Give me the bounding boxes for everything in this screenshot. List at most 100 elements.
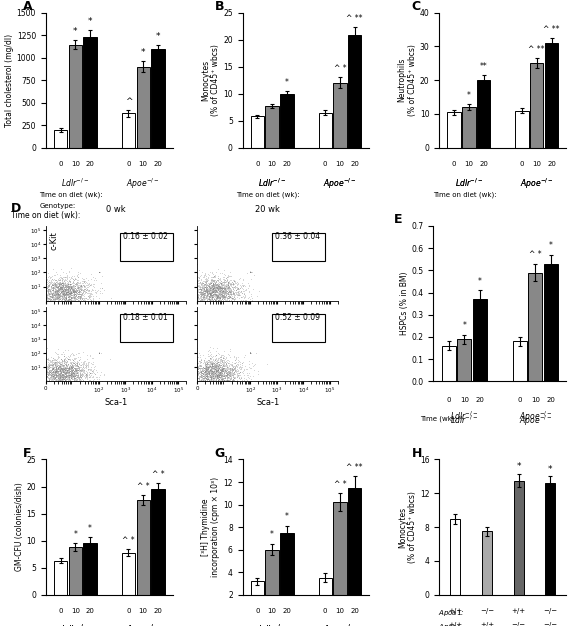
Point: [55, 295, 64, 305]
Point: [64, 368, 73, 378]
Point: [73, 361, 82, 371]
Bar: [544, 264, 558, 381]
Point: [53, 287, 62, 297]
Point: [62, 280, 72, 290]
Point: [70, 275, 79, 285]
Point: [209, 295, 219, 305]
Point: [67, 366, 77, 376]
Point: [60, 360, 69, 370]
Point: [204, 371, 213, 381]
Point: [197, 287, 206, 297]
Point: [208, 371, 217, 381]
Point: [193, 364, 202, 374]
Point: [57, 362, 66, 372]
Point: [64, 370, 73, 380]
Point: [206, 288, 215, 298]
Point: [94, 267, 104, 277]
Point: [208, 287, 217, 297]
Point: [86, 295, 95, 305]
Point: [210, 370, 220, 380]
Point: [220, 366, 229, 376]
Point: [207, 363, 216, 373]
Text: $Ldlr^{-/-}$: $Ldlr^{-/-}$: [450, 409, 479, 422]
Point: [223, 280, 232, 290]
Point: [212, 366, 221, 376]
Point: [62, 365, 72, 375]
Point: [217, 357, 227, 367]
Point: [65, 282, 74, 292]
Point: [232, 354, 241, 364]
Point: [94, 267, 104, 277]
Point: [246, 348, 255, 358]
Point: [57, 278, 66, 288]
Point: [47, 370, 56, 380]
Point: [193, 369, 202, 379]
Point: [200, 286, 209, 296]
Point: [210, 368, 220, 378]
Point: [206, 278, 216, 288]
Point: [94, 267, 104, 277]
Point: [200, 279, 209, 289]
Point: [52, 361, 61, 371]
Point: [94, 348, 104, 358]
Point: [66, 283, 76, 293]
Bar: [462, 107, 475, 148]
Point: [46, 289, 55, 299]
Point: [193, 366, 202, 376]
Point: [47, 358, 56, 368]
Point: [193, 358, 202, 368]
Point: [59, 288, 69, 298]
Point: [220, 291, 229, 301]
Point: [194, 287, 204, 297]
Text: Time on diet (wk):: Time on diet (wk):: [11, 212, 80, 220]
Point: [203, 362, 212, 372]
Point: [57, 264, 66, 274]
Point: [67, 277, 76, 287]
Point: [210, 295, 220, 305]
Point: [46, 367, 55, 377]
Point: [63, 376, 73, 386]
Point: [223, 369, 232, 379]
Point: [41, 361, 50, 371]
Point: [76, 277, 85, 287]
Point: [221, 295, 230, 305]
Point: [66, 295, 75, 305]
Point: [41, 359, 50, 369]
Point: [73, 371, 82, 381]
Point: [84, 295, 93, 305]
Point: [219, 376, 228, 386]
Point: [219, 286, 228, 296]
Point: [246, 348, 255, 358]
Point: [202, 376, 211, 386]
Point: [222, 371, 231, 381]
Point: [204, 295, 213, 305]
Point: [234, 289, 243, 299]
Point: [193, 284, 202, 294]
Point: [59, 361, 68, 371]
Point: [72, 374, 81, 384]
Point: [208, 292, 217, 302]
Point: [193, 268, 202, 278]
Point: [212, 279, 221, 289]
Point: [218, 366, 227, 376]
Point: [54, 284, 63, 294]
Point: [229, 294, 239, 304]
Point: [59, 376, 69, 386]
Point: [61, 369, 70, 379]
Point: [64, 295, 73, 305]
Point: [69, 292, 78, 302]
Point: [73, 280, 82, 290]
Point: [212, 367, 221, 377]
Point: [214, 369, 223, 379]
Point: [209, 295, 218, 305]
Point: [52, 364, 61, 374]
Point: [48, 271, 57, 281]
Point: [41, 280, 50, 290]
Point: [203, 362, 212, 372]
Point: [73, 372, 82, 382]
Point: [213, 362, 223, 372]
Point: [67, 371, 77, 381]
Point: [41, 376, 50, 386]
Point: [51, 367, 61, 377]
Point: [197, 287, 206, 297]
